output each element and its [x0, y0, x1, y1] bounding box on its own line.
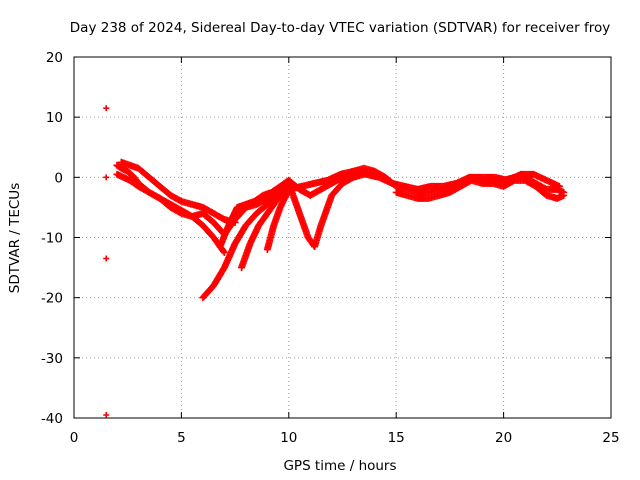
series-track-d [199, 182, 293, 302]
data-point [103, 105, 110, 112]
x-tick-label: 25 [602, 430, 619, 446]
data-point [219, 247, 227, 255]
x-tick-label: 15 [388, 430, 405, 446]
data-point [220, 249, 228, 257]
y-tick-label: -40 [41, 411, 63, 427]
x-tick-label: 20 [495, 430, 512, 446]
x-axis-label: GPS time / hours [283, 458, 396, 474]
series-track-k [392, 176, 568, 202]
data-point [555, 182, 563, 190]
data-layer [103, 105, 568, 418]
data-point [103, 174, 110, 181]
x-tick-label: 5 [177, 430, 186, 446]
y-tick-label: 20 [46, 50, 63, 66]
y-tick-label: -30 [41, 351, 63, 367]
y-tick-label: -20 [41, 291, 63, 307]
y-tick-label: -10 [41, 231, 63, 247]
x-tick-label: 10 [280, 430, 297, 446]
data-point [103, 255, 110, 262]
grid-layer [74, 57, 611, 418]
y-tick-label: 10 [46, 110, 63, 126]
y-tick-label: 0 [54, 170, 63, 186]
x-tick-label: 0 [70, 430, 79, 446]
chart-title: Day 238 of 2024, Sidereal Day-to-day VTE… [70, 20, 610, 36]
series-track-l [285, 167, 563, 193]
tick-layer: 0 5 10 15 20 25 -40 -30 -20 -10 0 10 20 [41, 50, 620, 446]
series-isolated [103, 105, 110, 418]
series-track-g [263, 185, 293, 254]
series-track-c [117, 158, 239, 226]
data-point [103, 411, 110, 418]
y-axis-label: SDTVAR / TECUs [7, 183, 23, 293]
data-point [560, 191, 568, 199]
